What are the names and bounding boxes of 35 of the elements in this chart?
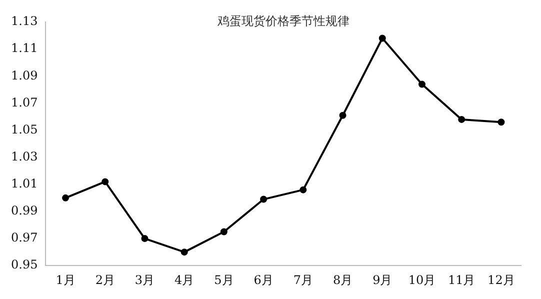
x-tick-label: 8月 <box>332 272 353 287</box>
chart-title: 鸡蛋现货价格季节性规律 <box>216 14 350 28</box>
point <box>418 80 426 88</box>
x-tick-label: 7月 <box>293 272 313 287</box>
y-tick-label: 1.09 <box>11 68 38 82</box>
x-tick-label: 4月 <box>174 272 194 287</box>
x-tick-label: 5月 <box>214 272 234 287</box>
point <box>220 228 228 236</box>
y-tick-label: 0.97 <box>11 230 38 245</box>
point <box>458 116 466 123</box>
y-tick-label: 1.03 <box>11 149 38 164</box>
point <box>378 34 386 42</box>
x-tick-label: 9月 <box>372 272 392 287</box>
point <box>102 178 109 186</box>
y-tick-label: 1.07 <box>11 95 38 110</box>
x-tick-label: 2月 <box>95 272 115 287</box>
point <box>180 248 188 256</box>
y-tick-label: 1.05 <box>11 122 38 136</box>
y-tick-label: 0.99 <box>11 204 38 218</box>
x-tick-label: 10月 <box>408 272 436 287</box>
point <box>300 186 307 194</box>
y-tick-label: 1.13 <box>11 14 38 28</box>
y-tick-label: 0.95 <box>11 258 38 272</box>
point <box>62 194 70 202</box>
x-tick-label: 11月 <box>448 272 476 287</box>
x-tick-label: 3月 <box>134 272 155 287</box>
point <box>339 112 346 119</box>
y-tick-label: 1.01 <box>11 176 38 191</box>
point <box>141 235 148 242</box>
point <box>260 196 268 203</box>
x-tick-label: 12月 <box>488 272 515 287</box>
point <box>498 118 505 126</box>
x-tick-label: 1月 <box>56 272 76 287</box>
y-tick-label: 1.11 <box>11 41 38 56</box>
x-tick-label: 6月 <box>254 272 274 287</box>
